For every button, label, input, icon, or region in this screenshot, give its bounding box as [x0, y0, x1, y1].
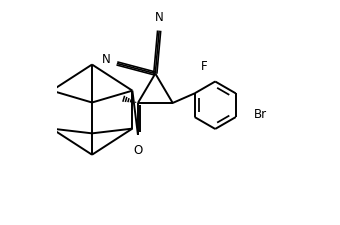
- Text: Br: Br: [254, 107, 267, 120]
- Text: F: F: [201, 60, 208, 73]
- Text: O: O: [133, 143, 142, 156]
- Text: N: N: [102, 52, 111, 65]
- Text: N: N: [155, 11, 164, 24]
